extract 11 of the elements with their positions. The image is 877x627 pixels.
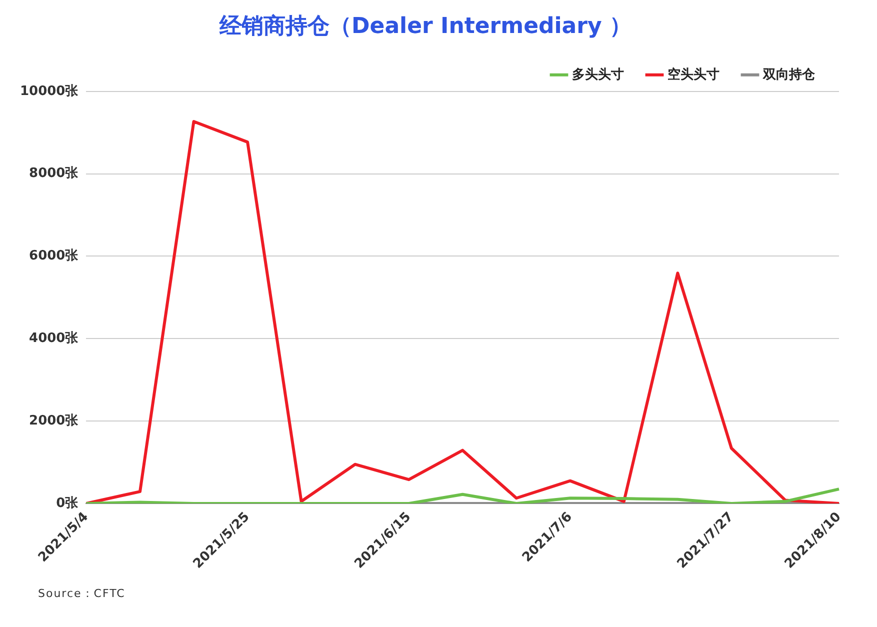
source-note: Source：CFTC — [38, 586, 126, 601]
y-tick-label: 4000张 — [29, 331, 80, 346]
legend-label: 双向持仓 — [762, 67, 816, 82]
y-tick-label: 2000张 — [29, 413, 80, 428]
legend-label: 空头头寸 — [668, 66, 720, 82]
legend-label: 多头头寸 — [572, 67, 624, 82]
chart-title: 经销商持仓（Dealer Intermediary ） — [218, 12, 632, 39]
y-tick-label: 8000张 — [29, 166, 80, 182]
y-tick-label: 10000张 — [20, 84, 80, 99]
y-tick-label: 6000张 — [29, 248, 80, 264]
y-tick-label: 0张 — [56, 496, 80, 511]
